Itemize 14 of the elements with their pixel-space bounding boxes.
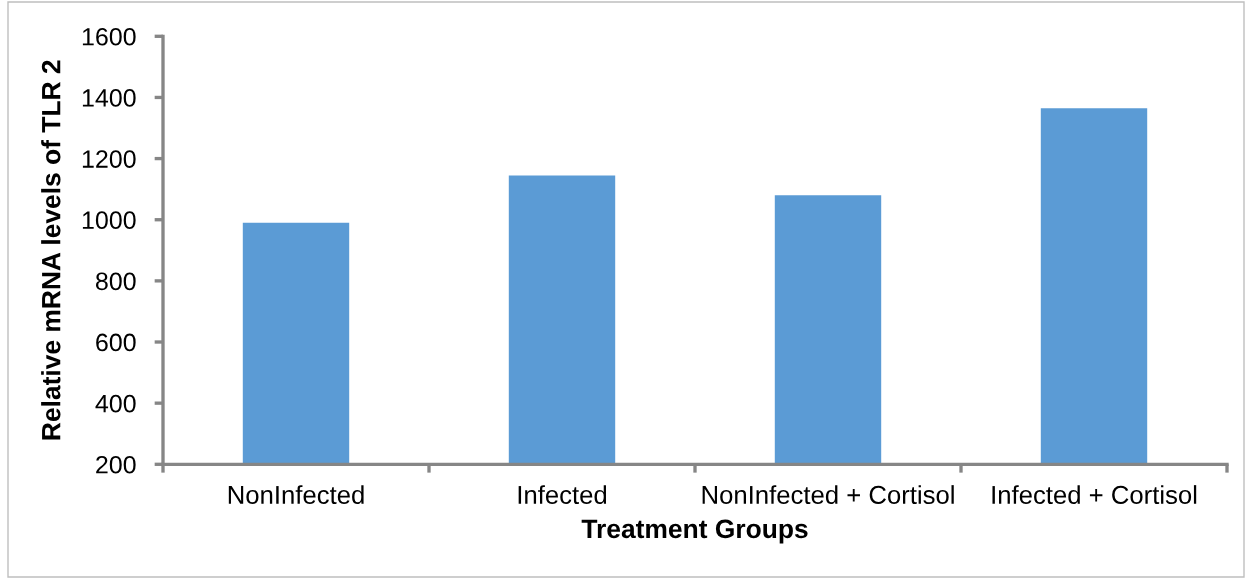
x-tick-label: NonInfected <box>228 485 364 505</box>
y-tick-label: 1400 <box>82 89 136 107</box>
y-tick-label: 1600 <box>82 27 136 46</box>
x-tick-label: Infected <box>518 485 607 505</box>
y-tick-label: 1000 <box>82 211 136 230</box>
y-tick-label: 1200 <box>82 150 136 168</box>
y-tick-label: 800 <box>95 272 136 291</box>
y-tick-label: 400 <box>95 394 136 413</box>
y-tick-label: 200 <box>96 455 136 474</box>
x-axis-title: Treatment Groups <box>581 519 808 544</box>
x-tick-label: NonInfected + Cortisol <box>702 485 954 505</box>
x-tick-label: Infected + Cortisol <box>992 485 1197 505</box>
y-axis-title: Relative mRNA levels of TLR 2 <box>41 60 61 440</box>
y-tick-label: 600 <box>96 333 136 352</box>
